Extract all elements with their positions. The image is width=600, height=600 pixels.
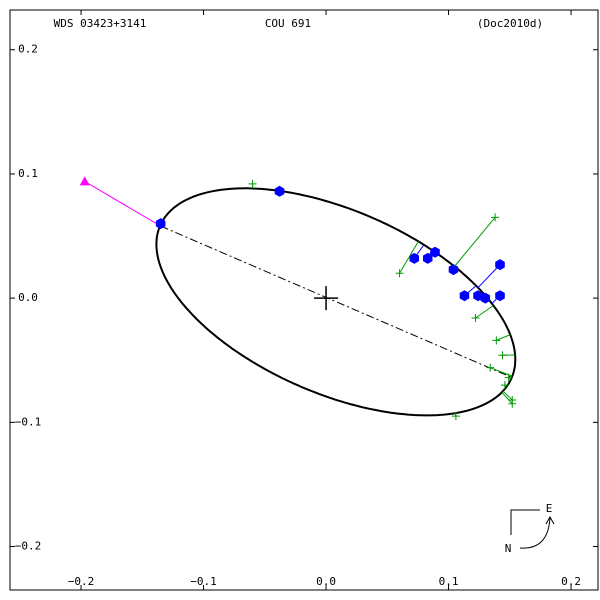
compass-axes [510, 509, 540, 535]
x-tick-label: 0.1 [439, 575, 459, 588]
node-marker [79, 176, 90, 186]
observation-cross [500, 381, 509, 390]
residual-line [454, 217, 496, 267]
residual-line [475, 305, 494, 319]
observation-cross [492, 336, 501, 345]
compass-arrow [519, 515, 555, 549]
observation-point [423, 252, 433, 264]
observation-point [430, 246, 440, 258]
y-tick-label: −0.1 [15, 415, 42, 428]
observation-cross [451, 412, 460, 421]
residual-line [496, 334, 511, 341]
observation-cross [248, 179, 257, 188]
x-tick-label: −0.2 [68, 575, 95, 588]
observation-point [155, 218, 166, 230]
x-tick-label: −0.1 [190, 575, 217, 588]
orbit-ellipse [155, 187, 517, 417]
primary-star [314, 286, 339, 311]
observation-point [495, 259, 505, 271]
observation-cross [504, 373, 513, 382]
compass-east: E [546, 502, 553, 515]
x-tick-label: 0.0 [316, 575, 336, 588]
reference: (Doc2010d) [477, 17, 543, 30]
observation-point [473, 290, 483, 302]
x-tick-label: 0.2 [561, 575, 581, 588]
line-of-apsides [160, 225, 513, 379]
observation-cross [471, 314, 480, 323]
observation-point [459, 290, 470, 302]
observation-cross [508, 399, 517, 408]
compass-north: N [505, 542, 512, 555]
y-tick-label: 0.0 [18, 291, 38, 304]
node-line [84, 180, 161, 227]
observation-point [480, 292, 491, 304]
residual-line [501, 391, 513, 405]
y-tick-label: 0.2 [18, 43, 38, 56]
plot-frame [9, 9, 599, 591]
chart-title: WDS 03423+3141 [54, 17, 147, 30]
observation-cross [491, 213, 500, 222]
residual-line [477, 264, 501, 289]
chart-subtitle: COU 691 [265, 17, 311, 30]
residual-line [502, 390, 513, 401]
y-tick-label: 0.1 [18, 167, 38, 180]
observation-cross [498, 351, 507, 360]
observation-cross [395, 269, 404, 278]
y-tick-label: −0.2 [15, 540, 42, 553]
observation-point [409, 252, 419, 264]
observation-point [495, 290, 505, 302]
observation-point [448, 264, 459, 276]
observation-point [274, 185, 285, 197]
residual-line [399, 241, 419, 274]
observation-cross [486, 363, 495, 372]
